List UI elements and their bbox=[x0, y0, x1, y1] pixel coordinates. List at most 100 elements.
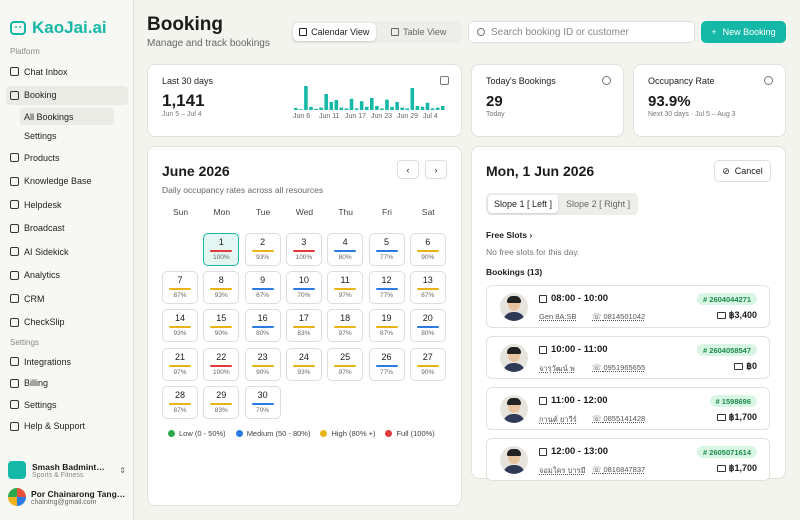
calendar-day[interactable]: 12 77% bbox=[368, 271, 405, 305]
sparkline-bar bbox=[319, 107, 323, 110]
phone-number: 0814501042 bbox=[603, 312, 646, 321]
sidebar-item-label: CRM bbox=[24, 293, 45, 304]
sidebar-subitem-all-bookings[interactable]: All Bookings bbox=[20, 108, 114, 125]
booking-item[interactable]: 08:00 - 10:00 Gen 8A:SB ☏ 0814501042 # 2604… bbox=[486, 285, 770, 328]
booking-item[interactable]: 10:00 - 11:00 จารุวัฒน์ พ ☏ 0951965655 # 26… bbox=[486, 336, 770, 379]
weekday-label: Mon bbox=[213, 207, 231, 217]
sidebar-item-broadcast[interactable]: Broadcast bbox=[6, 219, 128, 238]
sidebar-item-helpdesk[interactable]: Helpdesk bbox=[6, 195, 128, 214]
booking-item[interactable]: 11:00 - 12:00 กานต์ ยาวีร์ ☏ 0855141428 # 1… bbox=[486, 387, 770, 430]
booking-id-badge[interactable]: # 2604058547 bbox=[697, 344, 757, 356]
calendar-day[interactable]: 2 93% bbox=[244, 233, 281, 266]
calendar-day[interactable]: 27 90% bbox=[409, 347, 446, 381]
calendar-day[interactable]: 23 90% bbox=[244, 347, 281, 381]
sidebar-item-label: Knowledge Base bbox=[24, 176, 92, 186]
calendar-view-button[interactable]: Calendar View bbox=[293, 23, 376, 41]
sidebar-item-checkslip[interactable]: CheckSlip bbox=[6, 313, 128, 332]
calendar-day[interactable]: 30 70% bbox=[244, 385, 281, 419]
occupancy-bar bbox=[416, 326, 439, 329]
calendar-day[interactable]: 17 83% bbox=[285, 309, 322, 343]
calendar-day[interactable]: 18 97% bbox=[327, 309, 364, 343]
calendar-day[interactable]: 9 67% bbox=[244, 271, 281, 305]
calendar-day[interactable]: 13 87% bbox=[409, 271, 446, 305]
calendar-day[interactable]: 1 100% bbox=[203, 233, 240, 266]
app-logo[interactable]: KaoJai.ai bbox=[10, 18, 107, 38]
calendar-day[interactable]: 6 90% bbox=[409, 233, 446, 266]
calendar-day[interactable]: 24 93% bbox=[285, 347, 322, 381]
sidebar-item-label: Billing bbox=[24, 378, 49, 388]
sidebar-item-crm[interactable]: CRM bbox=[6, 289, 128, 308]
booking-id-badge[interactable]: # 2605071614 bbox=[697, 446, 757, 458]
occupancy-percent: 100% bbox=[212, 368, 230, 376]
sidebar-item-chat-inbox[interactable]: Chat Inbox bbox=[6, 62, 128, 81]
free-slots-toggle[interactable]: Free Slots › bbox=[486, 230, 532, 240]
tab-slope-2[interactable]: Slope 2 [ Right ] bbox=[566, 199, 631, 209]
sidebar-item-knowledge-base[interactable]: Knowledge Base bbox=[6, 172, 128, 191]
sidebar-subitem-settings[interactable]: Settings bbox=[24, 131, 57, 141]
sidebar-item-booking[interactable]: Booking bbox=[6, 85, 128, 105]
sparkline-bar bbox=[430, 108, 435, 110]
sparkline-bar bbox=[304, 86, 308, 110]
search-input[interactable] bbox=[491, 26, 681, 38]
calendar-day[interactable]: 10 70% bbox=[285, 271, 322, 305]
customer-name[interactable]: จารุวัฒน์ พ bbox=[539, 364, 575, 373]
prev-month-button[interactable]: ‹ bbox=[397, 160, 419, 179]
booking-id-badge[interactable]: # 2604044271 bbox=[697, 293, 757, 305]
calendar-day[interactable]: 5 77% bbox=[368, 233, 405, 266]
help-icon bbox=[10, 200, 19, 209]
app-name: KaoJai.ai bbox=[32, 18, 107, 37]
calendar-day[interactable]: 28 87% bbox=[162, 385, 198, 419]
calendar-day[interactable]: 3 100% bbox=[285, 233, 322, 266]
calendar-day[interactable]: 7 87% bbox=[162, 271, 198, 305]
customer-name[interactable]: กานต์ ยาวีร์ bbox=[539, 415, 577, 424]
calendar-day[interactable]: 26 77% bbox=[368, 347, 405, 381]
calendar-day[interactable]: 14 93% bbox=[162, 309, 198, 343]
customer-phone[interactable]: ☏ 0816847837 bbox=[592, 465, 645, 474]
occupancy-bar bbox=[334, 364, 357, 367]
sidebar-item-help-support[interactable]: Help & Support bbox=[6, 417, 128, 436]
tab-slope-1[interactable]: Slope 1 [ Left ] bbox=[488, 195, 559, 213]
booking-time-label: 08:00 - 10:00 bbox=[551, 293, 609, 304]
new-booking-button[interactable]: + New Booking bbox=[701, 21, 786, 43]
phone-number: 0951965655 bbox=[603, 363, 646, 372]
sidebar-item-analytics[interactable]: Analytics bbox=[6, 266, 128, 285]
customer-phone[interactable]: ☏ 0814501042 bbox=[592, 312, 645, 321]
new-booking-label: New Booking bbox=[722, 27, 776, 37]
sidebar-item-integrations[interactable]: Integrations bbox=[6, 352, 128, 371]
sparkline-bar bbox=[339, 107, 344, 110]
sidebar-item-products[interactable]: Products bbox=[6, 148, 128, 167]
cancel-day-button[interactable]: ⊘ Cancel bbox=[714, 160, 771, 182]
customer-phone[interactable]: ☏ 0951965655 bbox=[592, 363, 645, 372]
calendar-day[interactable]: 19 87% bbox=[368, 309, 405, 343]
booking-id-badge[interactable]: # 1598696 bbox=[709, 395, 757, 407]
day-number: 2 bbox=[260, 237, 266, 247]
calendar-day[interactable]: 8 93% bbox=[203, 271, 240, 305]
booking-price: ฿1,700 bbox=[716, 412, 757, 423]
calendar-day[interactable]: 11 97% bbox=[327, 271, 364, 305]
sidebar-item-ai-sidekick[interactable]: AI Sidekick bbox=[6, 242, 128, 261]
sidebar-item-settings[interactable]: Settings bbox=[6, 395, 128, 414]
customer-name[interactable]: Gen 8A:SB bbox=[539, 312, 577, 321]
occupancy-percent: 93% bbox=[256, 254, 270, 261]
bookings-count: Bookings (13) bbox=[486, 267, 543, 277]
calendar-day[interactable]: 15 90% bbox=[203, 309, 240, 343]
calendar-day[interactable]: 20 80% bbox=[409, 309, 446, 343]
calendar-day[interactable]: 16 80% bbox=[244, 309, 281, 343]
customer-phone[interactable]: ☏ 0855141428 bbox=[592, 414, 645, 423]
occupancy-percent: 97% bbox=[338, 330, 352, 338]
calendar-day[interactable]: 29 83% bbox=[203, 385, 240, 419]
occupancy-bar bbox=[251, 250, 274, 252]
calendar-day[interactable]: 22 100% bbox=[203, 347, 240, 381]
day-number: 3 bbox=[301, 237, 307, 247]
calendar-day[interactable]: 25 97% bbox=[327, 347, 364, 381]
org-switcher[interactable]: Smash Badmint… Sports & Fitness ⇕ bbox=[8, 458, 126, 482]
customer-name[interactable]: จอมใคร บารมี bbox=[539, 466, 586, 475]
calendar-day[interactable]: 4 80% bbox=[327, 233, 364, 266]
sidebar-item-billing[interactable]: Billing bbox=[6, 374, 128, 393]
booking-item[interactable]: 12:00 - 13:00 จอมใคร บารมี ☏ 0816847837 # 2… bbox=[486, 438, 770, 481]
next-month-button[interactable]: › bbox=[425, 160, 447, 179]
table-view-button[interactable]: Table View bbox=[378, 23, 461, 41]
calendar-day[interactable]: 21 97% bbox=[162, 347, 198, 381]
legend-dot-icon bbox=[320, 430, 328, 437]
user-menu[interactable]: Por Chainarong Tang… chaintng@gmail.com bbox=[8, 488, 132, 506]
